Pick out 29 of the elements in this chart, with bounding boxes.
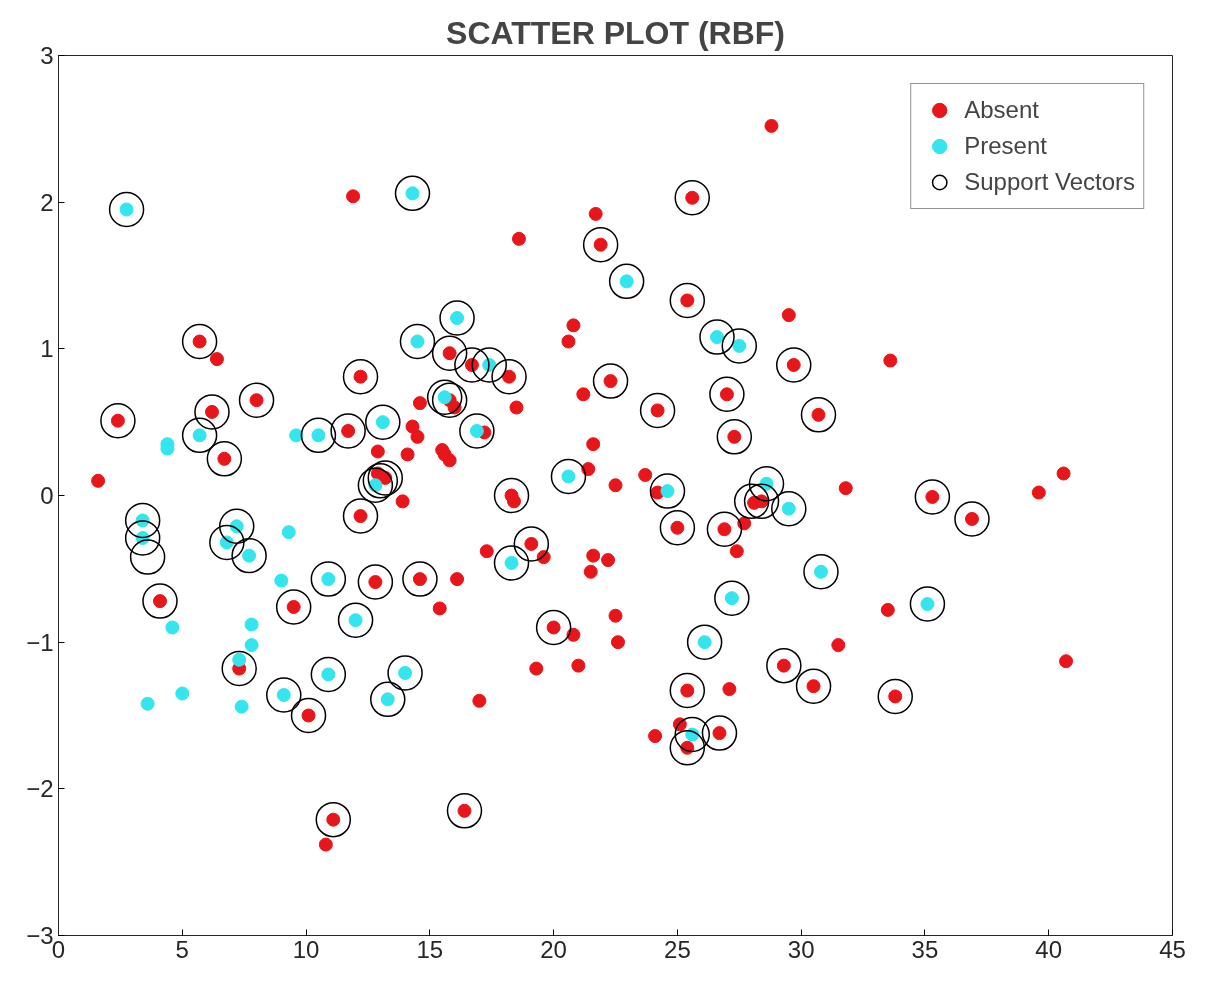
legend-label: Absent xyxy=(964,96,1039,124)
x-tick-label: 40 xyxy=(1035,935,1063,963)
legend-label: Present xyxy=(964,132,1047,160)
point xyxy=(175,686,190,701)
x-tick-label: 15 xyxy=(416,935,444,963)
y-tick-label: 3 xyxy=(40,42,54,69)
x-tick-label: 20 xyxy=(540,935,567,963)
chart-title: SCATTER PLOT (RBF) xyxy=(446,14,785,51)
point xyxy=(244,617,259,632)
x-tick-label: 10 xyxy=(292,935,320,963)
x-tick-label: 35 xyxy=(911,935,939,963)
point xyxy=(234,699,249,714)
y-tick-label: 1 xyxy=(40,335,54,363)
point xyxy=(289,428,304,443)
y-tick-label: −2 xyxy=(26,775,54,803)
x-tick-label: 25 xyxy=(664,935,691,963)
y-tick-label: 0 xyxy=(40,482,54,509)
y-tick-label: 2 xyxy=(40,188,54,216)
x-tick-label: 45 xyxy=(1159,935,1186,963)
point xyxy=(165,620,180,635)
point xyxy=(140,696,155,711)
point xyxy=(244,638,259,653)
point xyxy=(232,652,247,667)
legend-label: Support Vectors xyxy=(964,168,1135,196)
point xyxy=(281,525,296,540)
x-tick-label: 30 xyxy=(787,935,815,963)
y-tick-label: −1 xyxy=(26,628,54,656)
x-tick-label: 5 xyxy=(175,935,189,963)
point xyxy=(274,573,289,588)
